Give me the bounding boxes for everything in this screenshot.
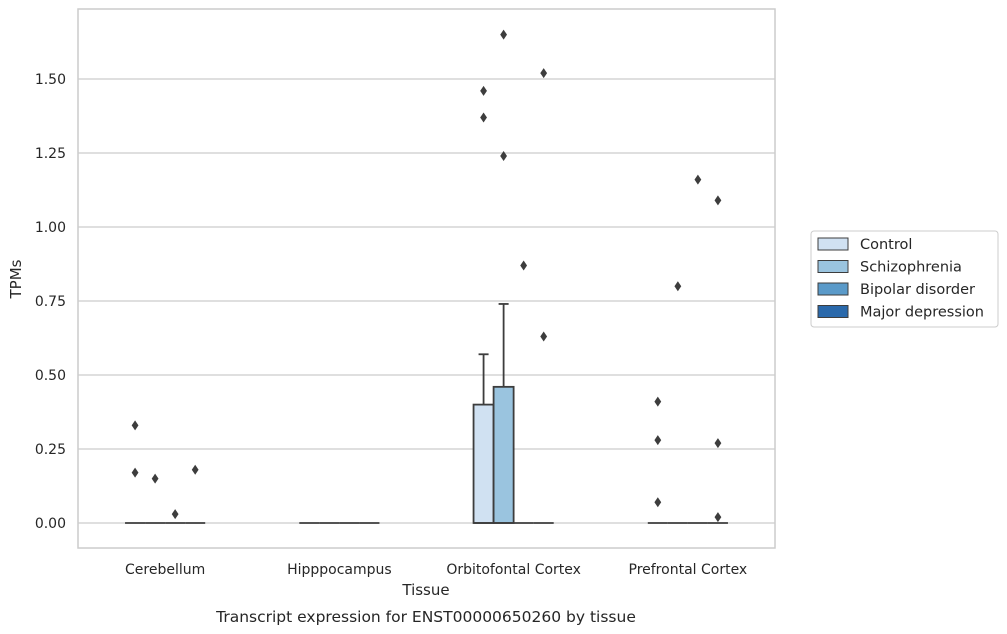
box-major-depression [707, 195, 728, 524]
x-axis-label: Tissue [401, 581, 449, 599]
y-tick-label: 0.50 [35, 368, 66, 384]
outlier-point [540, 68, 548, 79]
y-tick-label: 1.50 [35, 72, 66, 88]
box-schizophrenia [667, 281, 688, 524]
legend-swatch [817, 305, 849, 318]
box-major-depression [185, 464, 206, 524]
legend-frame [810, 230, 999, 328]
outlier-point [151, 473, 159, 484]
y-tick-label: 1.25 [35, 146, 66, 162]
y-axis-ticks: 0.00 0.25 0.50 0.75 1.00 1.25 1.50 [35, 72, 66, 532]
outlier-point [540, 331, 548, 342]
x-axis-ticks: Cerebellum Hipppocampus Orbitofontal Corte… [125, 562, 747, 578]
outlier-point [480, 85, 487, 96]
outlier-point [714, 195, 722, 206]
box-body [492, 385, 515, 524]
box-control [647, 396, 668, 524]
legend-entry-label: Control [860, 237, 912, 253]
y-tick-label: 1.00 [35, 220, 66, 236]
legend-swatch [817, 237, 849, 251]
outlier-point [171, 509, 179, 520]
box-bipolar-disorder [165, 509, 186, 524]
plot-frame [77, 8, 776, 549]
box-control [472, 85, 495, 524]
box-bipolar-disorder [687, 174, 708, 524]
y-tick-label: 0.00 [35, 516, 66, 532]
y-tick-label: 0.25 [35, 442, 66, 458]
outlier-point [714, 438, 722, 449]
box-schizophrenia [145, 473, 166, 524]
box-control [125, 420, 146, 524]
chart-caption: Transcript expression for ENST0000065026… [215, 608, 636, 626]
legend: Control Schizophrenia Bipolar disorder Majo… [810, 230, 999, 328]
outlier-point [480, 112, 487, 123]
x-tick-label: Prefrontal Cortex [629, 562, 748, 578]
legend-swatch [817, 282, 849, 296]
grid-lines [78, 78, 775, 524]
box-series [125, 29, 728, 524]
legend-entry-label: Major depression [860, 305, 984, 321]
outlier-point [694, 174, 702, 185]
outlier-point [500, 150, 508, 161]
box-schizophrenia [492, 29, 515, 524]
box-body [472, 403, 495, 524]
y-axis-label: TPMs [7, 259, 25, 299]
outlier-point [131, 420, 139, 431]
outlier-point [131, 467, 139, 478]
outlier-point [674, 281, 682, 292]
outlier-point [520, 260, 528, 271]
x-tick-label: Cerebellum [125, 562, 205, 578]
y-tick-label: 0.75 [35, 294, 66, 310]
outlier-point [654, 497, 662, 508]
outlier-point [654, 396, 662, 407]
legend-entry-label: Schizophrenia [860, 260, 962, 276]
box-bipolar-disorder [513, 260, 534, 524]
x-tick-label: Orbitofontal Cortex [446, 562, 581, 578]
box-major-depression [533, 68, 554, 524]
outlier-point [191, 464, 199, 475]
outlier-point [714, 512, 722, 523]
x-tick-label: Hipppocampus [287, 562, 392, 578]
legend-swatch [817, 260, 849, 273]
legend-entry-label: Bipolar disorder [860, 282, 975, 298]
outlier-point [500, 29, 508, 40]
outlier-point [654, 435, 662, 446]
